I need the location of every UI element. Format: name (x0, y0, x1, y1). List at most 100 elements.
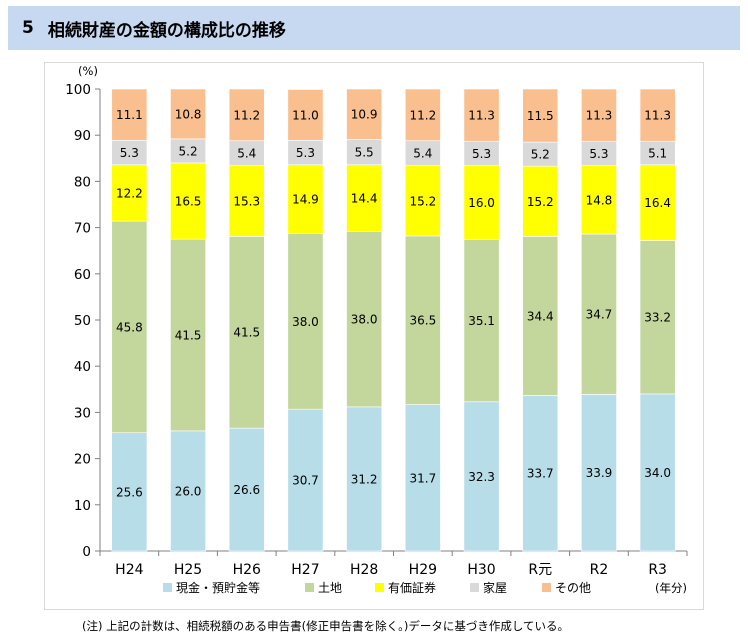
y-tick-label: 70 (74, 221, 91, 237)
y-tick-label: 50 (74, 313, 91, 329)
data-label: 11.5 (527, 109, 554, 123)
data-label: 5.3 (296, 146, 315, 160)
data-label: 34.0 (644, 466, 671, 480)
y-tick-label: 80 (74, 174, 91, 190)
x-tick-label: H26 (233, 562, 261, 578)
data-label: 11.3 (644, 109, 671, 123)
data-label: 14.4 (351, 192, 378, 206)
y-tick-label: 100 (65, 82, 91, 98)
data-label: 25.6 (116, 485, 143, 499)
y-tick-label: 10 (74, 498, 91, 514)
data-label: 5.3 (472, 147, 491, 161)
y-tick-label: 60 (74, 267, 91, 283)
data-label: 15.2 (409, 194, 436, 208)
chart-frame: 0 10 20 30 40 50 60 70 80 90 100 (%) 25.6 45.8 12.2 5.3… (44, 62, 704, 610)
bar-segment (111, 432, 148, 552)
data-label: 5.3 (120, 146, 139, 160)
bar-segment (287, 233, 324, 410)
data-label: 11.0 (292, 108, 319, 122)
data-label: 5.2 (179, 144, 198, 158)
x-tick-label: H27 (291, 562, 319, 578)
data-label: 16.4 (644, 196, 671, 210)
bar-segment (581, 394, 617, 552)
section-number: 5 (22, 18, 34, 38)
bar-segment (228, 236, 265, 429)
data-label: 5.5 (355, 146, 374, 160)
bar-segment (639, 88, 676, 142)
bar-segment (404, 235, 441, 405)
bar-segment (463, 88, 500, 142)
bar-segment (287, 89, 324, 141)
data-label: 31.7 (409, 471, 436, 485)
data-label: 14.9 (292, 193, 319, 207)
legend-swatch (542, 583, 551, 592)
x-tick-label: R2 (590, 562, 609, 578)
data-label: 15.3 (233, 195, 260, 209)
y-tick-label: 30 (74, 405, 91, 421)
data-label: 16.0 (468, 196, 495, 210)
bar-segment (111, 88, 148, 141)
bar-segment (111, 220, 148, 434)
bar-segment (346, 139, 383, 166)
legend-label: その他 (555, 581, 591, 595)
bar-segment (287, 408, 324, 552)
bar-segment (522, 141, 559, 167)
data-label: 41.5 (175, 329, 202, 343)
bar-segment (346, 230, 383, 408)
y-tick-label: 0 (82, 544, 91, 560)
legend-label: 家屋 (483, 580, 507, 595)
bar-segment (170, 238, 206, 432)
bar-segment (581, 88, 617, 142)
bar-segment (522, 236, 559, 396)
data-label: 5.3 (589, 147, 608, 161)
data-label: 14.8 (586, 193, 613, 207)
data-label: 45.8 (116, 320, 143, 334)
data-label: 11.3 (586, 109, 613, 123)
stacked-bar-chart: 0 10 20 30 40 50 60 70 80 90 100 (%) 25.6 45.8 12.2 5.3… (65, 64, 688, 595)
y-tick-label: 40 (74, 359, 91, 375)
bar-segment (170, 430, 206, 552)
legend-label: 土地 (318, 581, 342, 595)
x-tick-label: H30 (467, 562, 495, 578)
bar-segment (287, 139, 324, 166)
x-tick-label: R3 (648, 562, 667, 578)
data-label: 5.2 (531, 148, 550, 162)
bar-segment (404, 140, 441, 166)
bar-segment (463, 165, 500, 240)
bar-segment (346, 406, 383, 552)
bar-segment (581, 233, 617, 395)
bar-segment (404, 165, 441, 237)
x-tick-label: H24 (115, 562, 143, 578)
bar-segment (228, 165, 265, 237)
data-label: 5.4 (413, 147, 432, 161)
x-tick-label: H29 (409, 562, 437, 578)
data-label: 38.0 (292, 315, 319, 329)
bar-segment (463, 239, 500, 403)
bar-segment (170, 88, 206, 140)
data-label: 15.2 (527, 195, 554, 209)
data-label: 41.5 (233, 326, 260, 340)
bar-segment (522, 88, 559, 143)
x-axis-unit-label: (年分) (655, 581, 687, 595)
section-title: 相続財産の金額の構成比の推移 (47, 20, 286, 41)
data-label: 11.2 (409, 108, 436, 122)
data-label: 30.7 (292, 474, 319, 488)
data-label: 31.2 (351, 472, 378, 486)
data-label: 33.2 (644, 311, 671, 325)
data-label: 10.8 (175, 107, 202, 121)
data-label: 26.0 (175, 484, 202, 498)
legend-swatch (163, 583, 172, 592)
bar-segment (228, 88, 265, 142)
bar-segment (170, 138, 206, 164)
x-tick-label: H25 (174, 562, 202, 578)
legend-label: 現金・預貯金等 (176, 580, 260, 595)
data-label: 16.5 (175, 195, 202, 209)
x-tick-label: H28 (350, 562, 378, 578)
data-label: 5.1 (648, 146, 667, 160)
y-tick-label: 90 (74, 128, 91, 144)
data-label: 11.1 (116, 108, 143, 122)
data-label: 36.5 (409, 314, 436, 328)
bar-segment (404, 88, 441, 142)
data-label: 26.6 (233, 483, 260, 497)
data-label: 11.3 (468, 109, 495, 123)
